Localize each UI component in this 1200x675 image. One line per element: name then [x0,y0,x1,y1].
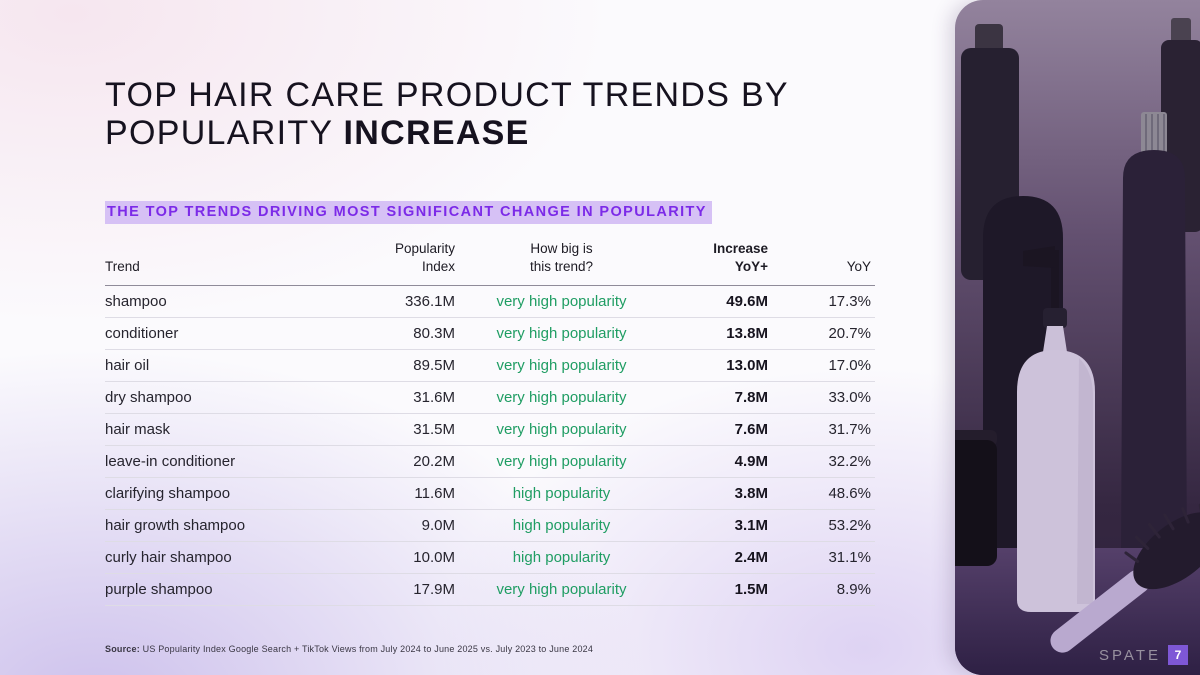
trend-name: clarifying shampoo [105,477,355,511]
table-row: leave-in conditioner 20.2M very high pop… [105,445,875,479]
table-header: Trend Popularity Index How big is this t… [105,239,875,287]
page-number-badge: 7 [1168,645,1188,665]
yoy-value: 32.2% [768,445,875,479]
increase-yoy-value: 13.8M [668,317,768,351]
trend-size-label: high popularity [455,477,668,511]
popularity-index-value: 80.3M [355,317,455,351]
popularity-index-value: 31.6M [355,381,455,415]
popularity-index-value: 11.6M [355,477,455,511]
popularity-index-value: 89.5M [355,349,455,383]
source-note: Source: US Popularity Index Google Searc… [105,644,883,654]
col-header-yoy: YoY [768,239,875,287]
spate-logo: SPATE [1099,646,1161,664]
popularity-index-value: 31.5M [355,413,455,447]
yoy-value: 17.3% [768,285,875,319]
col-header-increase-yoy: Increase YoY+ [668,239,768,287]
yoy-value: 31.1% [768,541,875,575]
subtitle: THE TOP TRENDS DRIVING MOST SIGNIFICANT … [105,200,883,224]
yoy-value: 33.0% [768,381,875,415]
trend-size-label: very high popularity [455,381,668,415]
source-label: Source: [105,644,140,655]
trend-name: hair growth shampoo [105,509,355,543]
increase-yoy-value: 13.0M [668,349,768,383]
title-line1: TOP HAIR CARE PRODUCT TRENDS BY [105,76,789,114]
trend-size-label: high popularity [455,509,668,543]
trend-size-label: very high popularity [455,573,668,607]
yoy-value: 20.7% [768,317,875,351]
table-row: clarifying shampoo 11.6M high popularity… [105,477,875,511]
increase-yoy-value: 49.6M [668,285,768,319]
title-line2-regular: POPULARITY [105,114,344,153]
trend-size-label: very high popularity [455,317,668,351]
jar-front-left [955,430,997,566]
table-body: shampoo 336.1M very high popularity 49.6… [105,285,875,607]
trend-name: hair mask [105,413,355,447]
increase-yoy-value: 3.8M [668,477,768,511]
col-header-trend: Trend [105,239,355,287]
subtitle-highlight: THE TOP TRENDS DRIVING MOST SIGNIFICANT … [105,200,712,224]
yoy-value: 31.7% [768,413,875,447]
table-row: curly hair shampoo 10.0M high popularity… [105,541,875,575]
table-row: conditioner 80.3M very high popularity 1… [105,317,875,351]
yoy-value: 53.2% [768,509,875,543]
trend-name: curly hair shampoo [105,541,355,575]
product-photo-panel: SPATE 7 [955,0,1200,675]
haircare-products-illustration [955,0,1200,675]
increase-yoy-value: 7.6M [668,413,768,447]
popularity-index-value: 9.0M [355,509,455,543]
page-title: TOP HAIR CARE PRODUCT TRENDS BY POPULARI… [105,76,883,153]
table-row: hair oil 89.5M very high popularity 13.0… [105,349,875,383]
trend-size-label: very high popularity [455,445,668,479]
trend-name: purple shampoo [105,573,355,607]
trends-table: Trend Popularity Index How big is this t… [105,239,875,607]
trend-size-label: very high popularity [455,349,668,383]
popularity-index-value: 336.1M [355,285,455,319]
trend-size-label: high popularity [455,541,668,575]
trend-size-label: very high popularity [455,413,668,447]
increase-yoy-value: 1.5M [668,573,768,607]
popularity-index-value: 20.2M [355,445,455,479]
col-header-popularity-index: Popularity Index [355,239,455,287]
trend-name: shampoo [105,285,355,319]
trend-name: leave-in conditioner [105,445,355,479]
trend-name: conditioner [105,317,355,351]
table-row: shampoo 336.1M very high popularity 49.6… [105,285,875,319]
col-header-trend-size: How big is this trend? [455,239,668,287]
increase-yoy-value: 2.4M [668,541,768,575]
table-row: hair growth shampoo 9.0M high popularity… [105,509,875,543]
increase-yoy-value: 7.8M [668,381,768,415]
table-row: hair mask 31.5M very high popularity 7.6… [105,413,875,447]
yoy-value: 8.9% [768,573,875,607]
yoy-value: 48.6% [768,477,875,511]
popularity-index-value: 17.9M [355,573,455,607]
source-text: US Popularity Index Google Search + TikT… [139,644,594,655]
table-row: dry shampoo 31.6M very high popularity 7… [105,381,875,415]
yoy-value: 17.0% [768,349,875,383]
shampoo-bottle-right [1121,112,1187,560]
title-line2-bold: INCREASE [343,114,530,153]
main-content: TOP HAIR CARE PRODUCT TRENDS BY POPULARI… [105,0,883,654]
increase-yoy-value: 3.1M [668,509,768,543]
brand-footer: SPATE 7 [1099,645,1188,665]
popularity-index-value: 10.0M [355,541,455,575]
increase-yoy-value: 4.9M [668,445,768,479]
trend-name: dry shampoo [105,381,355,415]
pump-bottle [1017,246,1095,612]
trend-size-label: very high popularity [455,285,668,319]
table-row: purple shampoo 17.9M very high popularit… [105,573,875,607]
trend-name: hair oil [105,349,355,383]
